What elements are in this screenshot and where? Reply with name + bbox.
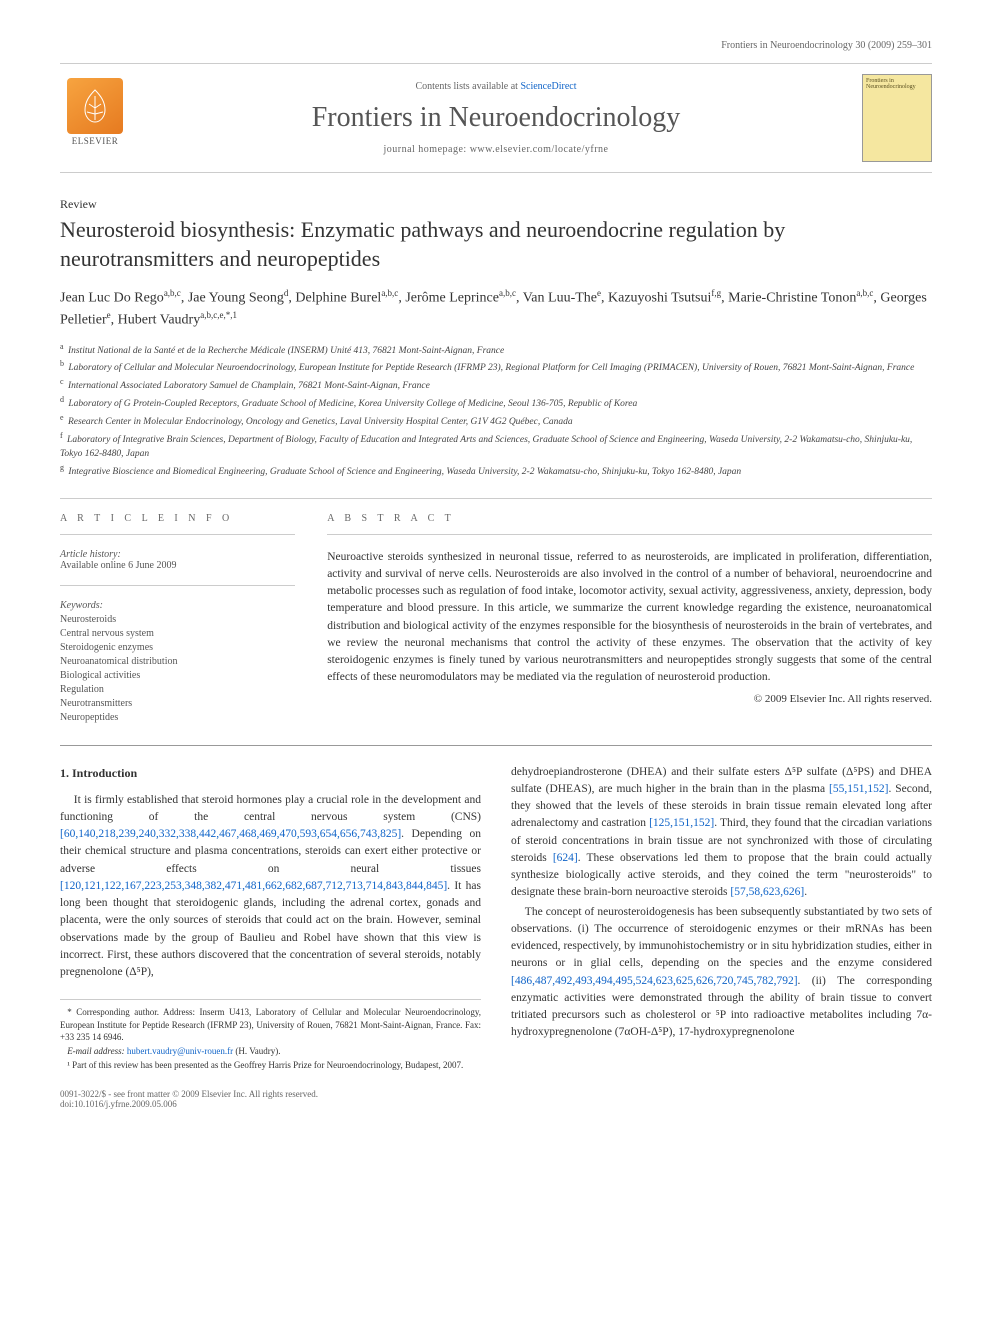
contents-available-line: Contents lists available at ScienceDirec… — [130, 81, 862, 92]
keyword: Steroidogenic enzymes — [60, 641, 295, 655]
keyword: Central nervous system — [60, 627, 295, 641]
abstract-copyright: © 2009 Elsevier Inc. All rights reserved… — [327, 693, 932, 705]
citation-link[interactable]: [60,140,218,239,240,332,338,442,467,468,… — [60, 828, 401, 840]
email-line: E-mail address: hubert.vaudry@univ-rouen… — [60, 1045, 481, 1057]
keywords-label: Keywords: — [60, 600, 295, 611]
footnote-1: ¹ Part of this review has been presented… — [60, 1059, 481, 1071]
homepage-url[interactable]: www.elsevier.com/locate/yfrne — [470, 144, 609, 155]
keyword: Biological activities — [60, 669, 295, 683]
affiliation-line: g Integrative Bioscience and Biomedical … — [60, 462, 932, 480]
divider — [60, 498, 932, 499]
abstract-text: Neuroactive steroids synthesized in neur… — [327, 549, 932, 687]
author-list: Jean Luc Do Regoa,b,c, Jae Young Seongd,… — [60, 287, 932, 330]
sciencedirect-link[interactable]: ScienceDirect — [520, 81, 576, 92]
elsevier-tree-icon — [67, 78, 123, 134]
footnotes: * Corresponding author. Address: Inserm … — [60, 999, 481, 1071]
keyword: Neurosteroids — [60, 613, 295, 627]
contents-prefix: Contents lists available at — [415, 81, 520, 92]
keyword: Regulation — [60, 683, 295, 697]
section-heading: 1. Introduction — [60, 764, 481, 782]
masthead-center: Contents lists available at ScienceDirec… — [130, 81, 862, 155]
body-paragraph: It is firmly established that steroid ho… — [60, 792, 481, 982]
corresponding-author-note: * Corresponding author. Address: Inserm … — [60, 1006, 481, 1042]
elsevier-wordmark: ELSEVIER — [72, 136, 119, 146]
front-matter-line: 0091-3022/$ - see front matter © 2009 El… — [60, 1089, 932, 1099]
divider — [327, 534, 932, 535]
masthead: ELSEVIER Contents lists available at Sci… — [60, 63, 932, 173]
running-head: Frontiers in Neuroendocrinology 30 (2009… — [60, 40, 932, 51]
citation-link[interactable]: [624] — [553, 852, 578, 864]
body-text: It is firmly established that steroid ho… — [60, 794, 481, 823]
affiliation-line: c International Associated Laboratory Sa… — [60, 376, 932, 394]
abstract-column: A B S T R A C T Neuroactive steroids syn… — [327, 513, 932, 725]
body-column-right: dehydroepiandrosterone (DHEA) and their … — [511, 764, 932, 1073]
citation-link[interactable]: [55,151,152] — [829, 783, 888, 795]
affiliation-line: e Research Center in Molecular Endocrino… — [60, 412, 932, 430]
page: Frontiers in Neuroendocrinology 30 (2009… — [0, 0, 992, 1149]
email-label: E-mail address: — [67, 1046, 124, 1056]
body-column-left: 1. Introduction It is firmly established… — [60, 764, 481, 1073]
keyword: Neuroanatomical distribution — [60, 655, 295, 669]
citation-link[interactable]: [125,151,152] — [649, 817, 714, 829]
article-info-column: A R T I C L E I N F O Article history: A… — [60, 513, 295, 725]
homepage-prefix: journal homepage: — [383, 144, 469, 155]
affiliation-line: b Laboratory of Cellular and Molecular N… — [60, 358, 932, 376]
keyword: Neurotransmitters — [60, 697, 295, 711]
affiliation-line: a Institut National de la Santé et de la… — [60, 341, 932, 359]
abstract-label: A B S T R A C T — [327, 513, 932, 524]
elsevier-logo: ELSEVIER — [60, 78, 130, 158]
body-text: The concept of neurosteroidogenesis has … — [511, 906, 932, 970]
citation-link[interactable]: [120,121,122,167,223,253,348,382,471,481… — [60, 880, 447, 892]
author-email-link[interactable]: hubert.vaudry@univ-rouen.fr — [127, 1046, 233, 1056]
keyword: Neuropeptides — [60, 711, 295, 725]
doi-line: doi:10.1016/j.yfrne.2009.05.006 — [60, 1099, 932, 1109]
history-date: Available online 6 June 2009 — [60, 560, 295, 571]
citation-link[interactable]: [57,58,623,626] — [730, 886, 804, 898]
affiliation-line: f Laboratory of Integrative Brain Scienc… — [60, 430, 932, 462]
history-label: Article history: — [60, 549, 295, 560]
body-paragraph: The concept of neurosteroidogenesis has … — [511, 904, 932, 1042]
info-abstract-row: A R T I C L E I N F O Article history: A… — [60, 513, 932, 725]
citation-link[interactable]: [486,487,492,493,494,495,524,623,625,626… — [511, 975, 798, 987]
email-suffix: (H. Vaudry). — [235, 1046, 280, 1056]
journal-homepage-line: journal homepage: www.elsevier.com/locat… — [130, 144, 862, 155]
keywords-list: NeurosteroidsCentral nervous systemStero… — [60, 613, 295, 725]
article-title: Neurosteroid biosynthesis: Enzymatic pat… — [60, 216, 932, 273]
body-text: . — [804, 886, 807, 898]
affiliation-line: d Laboratory of G Protein-Coupled Recept… — [60, 394, 932, 412]
divider — [60, 585, 295, 586]
body-columns: 1. Introduction It is firmly established… — [60, 764, 932, 1073]
body-text: . It has long been thought that steroido… — [60, 880, 481, 978]
divider — [60, 534, 295, 535]
footer: 0091-3022/$ - see front matter © 2009 El… — [60, 1089, 932, 1109]
section-divider — [60, 745, 932, 746]
body-paragraph: dehydroepiandrosterone (DHEA) and their … — [511, 764, 932, 902]
article-info-label: A R T I C L E I N F O — [60, 513, 295, 524]
journal-name: Frontiers in Neuroendocrinology — [130, 102, 862, 134]
article-type: Review — [60, 197, 932, 212]
journal-cover-thumbnail: Frontiers in Neuroendocrinology — [862, 74, 932, 162]
affiliations: a Institut National de la Santé et de la… — [60, 341, 932, 480]
